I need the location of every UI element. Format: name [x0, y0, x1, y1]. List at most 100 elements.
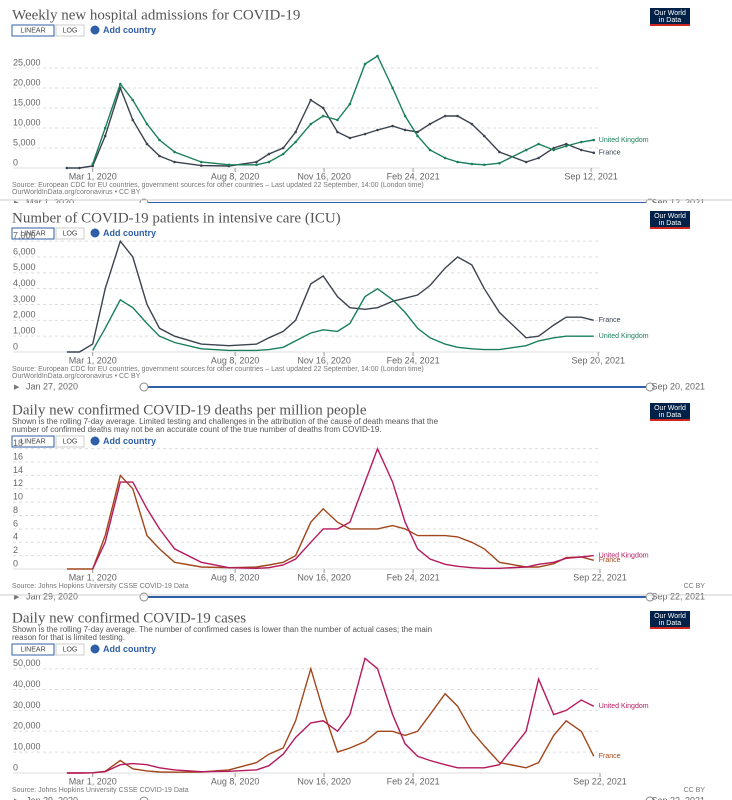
series-line: [66, 657, 595, 774]
linear-button[interactable]: [11, 643, 55, 656]
chart-panel: Weekly new hospital admissions for COVID…: [0, 0, 732, 208]
chart-panel: Number of COVID-19 patients in intensive…: [0, 203, 732, 404]
point: [580, 140, 583, 144]
x-tick-label: Sep 22, 2021: [573, 572, 627, 582]
x-tick-label: Nov 16, 2020: [297, 572, 351, 582]
x-tick-label: Mar 1, 2020: [69, 572, 117, 582]
slider-handle[interactable]: [645, 382, 655, 392]
log-label[interactable]: LOG: [63, 230, 78, 237]
y-tick-label: 3,000: [13, 294, 36, 304]
linear-button[interactable]: [11, 227, 55, 240]
y-tick-label: 5,000: [13, 262, 36, 272]
add-icon[interactable]: [90, 644, 100, 654]
add-icon[interactable]: [90, 436, 100, 446]
subtitle: reason for that is limited testing.: [12, 633, 125, 642]
linear-button[interactable]: [11, 24, 55, 37]
slider-end: Sep 22, 2021: [651, 591, 705, 601]
point: [416, 130, 419, 134]
point: [131, 118, 135, 122]
chart-panel: Daily new confirmed COVID-19 cases Our Wo…: [0, 603, 732, 800]
linear-button[interactable]: [11, 435, 55, 448]
source: OurWorldInData.org/coronavirus • CC BY: [12, 189, 141, 196]
log-label[interactable]: LOG: [63, 646, 78, 653]
x-tick-label: Feb 24, 2021: [387, 355, 440, 365]
point: [456, 160, 459, 164]
point: [65, 166, 69, 170]
point: [267, 152, 271, 156]
play-icon: ▶: [14, 594, 20, 601]
series-label: France: [599, 150, 621, 157]
log-label[interactable]: LOG: [63, 438, 78, 445]
x-tick-label: Mar 1, 2020: [69, 776, 117, 786]
series-label: United Kingdom: [599, 333, 649, 340]
x-tick-label: Aug 8, 2020: [211, 572, 260, 582]
y-tick-label: 6,000: [13, 246, 36, 256]
y-tick-label: 8: [13, 505, 18, 515]
series-label: United Kingdom: [599, 552, 649, 559]
point: [363, 62, 367, 66]
y-tick-label: 0: [13, 157, 18, 167]
point: [498, 161, 501, 165]
add-country[interactable]: Add country: [103, 644, 156, 654]
series-label: United Kingdom: [599, 703, 649, 710]
point: [580, 148, 583, 152]
add-icon[interactable]: [90, 25, 100, 35]
slider-handle[interactable]: [645, 796, 655, 800]
point: [281, 152, 285, 156]
point: [255, 163, 258, 167]
point: [537, 142, 540, 146]
point: [158, 154, 161, 158]
point: [199, 164, 203, 167]
panel-bg: [0, 203, 732, 403]
slider-handle[interactable]: [139, 592, 149, 602]
point: [470, 162, 474, 166]
y-tick-label: 2,000: [13, 310, 36, 320]
slider-handle[interactable]: [139, 382, 149, 392]
point: [118, 82, 122, 86]
source: Source: European CDC for EU countries, g…: [12, 366, 424, 373]
point: [309, 122, 313, 126]
linear-label[interactable]: LINEAR: [20, 230, 45, 237]
linear-label[interactable]: LINEAR: [20, 646, 45, 653]
add-country[interactable]: Add country: [103, 436, 156, 446]
point: [376, 128, 379, 132]
log-button[interactable]: [55, 643, 85, 656]
y-tick-label: 50,000: [13, 658, 41, 668]
add-country[interactable]: Add country: [103, 228, 156, 238]
point: [552, 148, 556, 152]
point: [391, 86, 394, 90]
x-tick-label: Nov 16, 2020: [297, 776, 351, 786]
slider-handle[interactable]: [139, 796, 149, 800]
y-tick-label: 10: [13, 492, 23, 502]
y-tick-label: 10,000: [13, 742, 41, 752]
logo-bar: [650, 24, 690, 26]
slider-start: Jan 27, 2020: [26, 381, 78, 391]
logo-text: Our World: [654, 10, 686, 17]
y-tick-label: 0: [13, 762, 18, 772]
series-line: [92, 54, 594, 166]
point: [443, 114, 447, 118]
log-button[interactable]: [55, 227, 85, 240]
logo-bar: [650, 227, 690, 229]
logo-text: in Data: [659, 17, 681, 24]
logo-text: Our World: [654, 613, 686, 620]
x-tick-label: Aug 8, 2020: [211, 171, 260, 181]
point: [227, 163, 231, 167]
point: [158, 138, 161, 142]
logo-text: in Data: [659, 620, 681, 627]
point: [103, 134, 107, 138]
point: [483, 134, 486, 138]
log-label[interactable]: LOG: [63, 27, 78, 34]
linear-label[interactable]: LINEAR: [20, 438, 45, 445]
subtitle: Shown is the rolling 7-day average. The …: [12, 625, 432, 634]
linear-label[interactable]: LINEAR: [20, 27, 45, 34]
add-icon[interactable]: [90, 228, 100, 238]
series-label: United Kingdom: [599, 137, 649, 144]
series-label: France: [599, 317, 621, 324]
chart-title: Daily new confirmed COVID-19 deaths per …: [12, 402, 367, 418]
point: [294, 140, 297, 144]
log-button[interactable]: [55, 24, 85, 37]
log-button[interactable]: [55, 435, 85, 448]
x-tick-label: Nov 16, 2020: [297, 171, 351, 181]
add-country[interactable]: Add country: [103, 25, 156, 35]
